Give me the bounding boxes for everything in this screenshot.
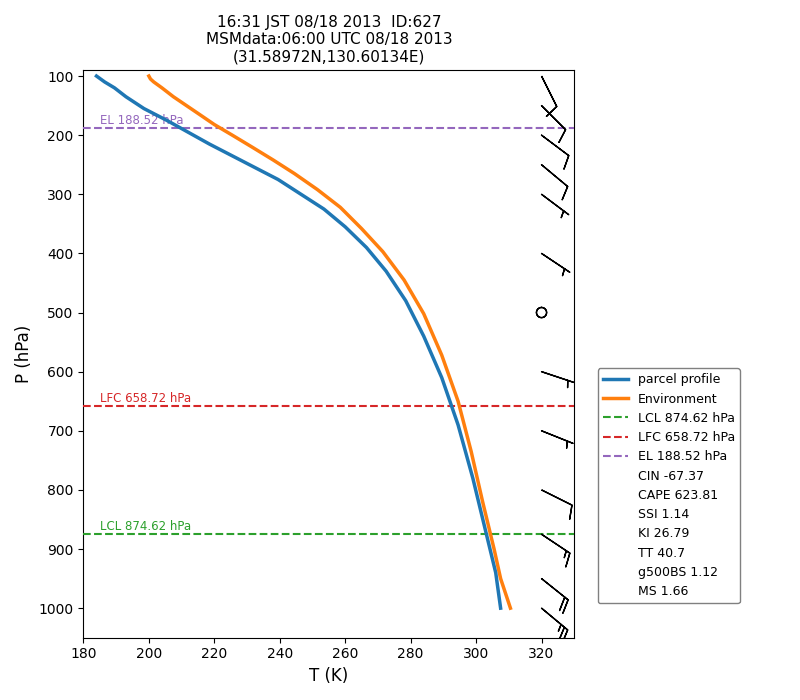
Environment — [399, 276, 409, 284]
parcel profile — [110, 84, 119, 92]
X-axis label: T (K): T (K) — [310, 667, 349, 685]
parcel profile — [205, 140, 214, 148]
Environment — [466, 447, 476, 456]
parcel profile — [121, 92, 130, 101]
parcel profile — [454, 421, 463, 429]
parcel profile — [162, 116, 172, 125]
Environment — [357, 225, 366, 233]
Environment — [268, 156, 278, 164]
Environment — [182, 102, 191, 110]
Environment — [506, 604, 515, 612]
parcel profile — [401, 297, 410, 305]
parcel profile — [296, 190, 306, 199]
Environment — [335, 203, 345, 211]
Environment — [490, 545, 499, 553]
Title: 16:31 JST 08/18 2013  ID:627
MSMdata:06:00 UTC 08/18 2013
(31.58972N,130.60134E): 16:31 JST 08/18 2013 ID:627 MSMdata:06:0… — [206, 15, 452, 65]
Environment — [227, 131, 237, 139]
Environment — [146, 75, 155, 83]
parcel profile — [139, 104, 149, 113]
Y-axis label: P (hPa): P (hPa) — [15, 325, 33, 383]
parcel profile — [419, 332, 429, 340]
parcel profile — [92, 72, 102, 80]
Environment — [378, 247, 388, 256]
Line: Environment: Environment — [149, 76, 510, 608]
parcel profile — [227, 152, 237, 160]
parcel profile — [319, 205, 329, 214]
Text: LCL 874.62 hPa: LCL 874.62 hPa — [100, 520, 191, 533]
Line: parcel profile: parcel profile — [97, 76, 501, 608]
Environment — [157, 84, 166, 92]
Text: EL 188.52 hPa: EL 188.52 hPa — [100, 114, 183, 127]
Environment — [419, 309, 429, 318]
Environment — [247, 143, 257, 151]
Environment — [149, 78, 158, 86]
parcel profile — [491, 568, 501, 577]
Environment — [290, 169, 299, 178]
Environment — [194, 111, 204, 119]
parcel profile — [274, 175, 283, 183]
parcel profile — [250, 164, 260, 172]
parcel profile — [340, 223, 350, 231]
Legend: parcel profile, Environment, LCL 874.62 hPa, LFC 658.72 hPa, EL 188.52 hPa, CIN : parcel profile, Environment, LCL 874.62 … — [598, 368, 740, 603]
parcel profile — [183, 128, 193, 136]
parcel profile — [382, 267, 391, 275]
Environment — [478, 498, 487, 506]
parcel profile — [479, 522, 489, 530]
Environment — [437, 351, 446, 359]
parcel profile — [362, 244, 371, 252]
parcel profile — [468, 474, 478, 482]
parcel profile — [100, 78, 110, 86]
parcel profile — [496, 604, 506, 612]
Environment — [169, 92, 178, 101]
Environment — [313, 186, 322, 194]
Environment — [210, 120, 219, 129]
Environment — [496, 575, 506, 583]
Environment — [144, 72, 154, 80]
Text: LFC 658.72 hPa: LFC 658.72 hPa — [100, 392, 191, 405]
Environment — [454, 397, 463, 405]
parcel profile — [437, 373, 446, 382]
